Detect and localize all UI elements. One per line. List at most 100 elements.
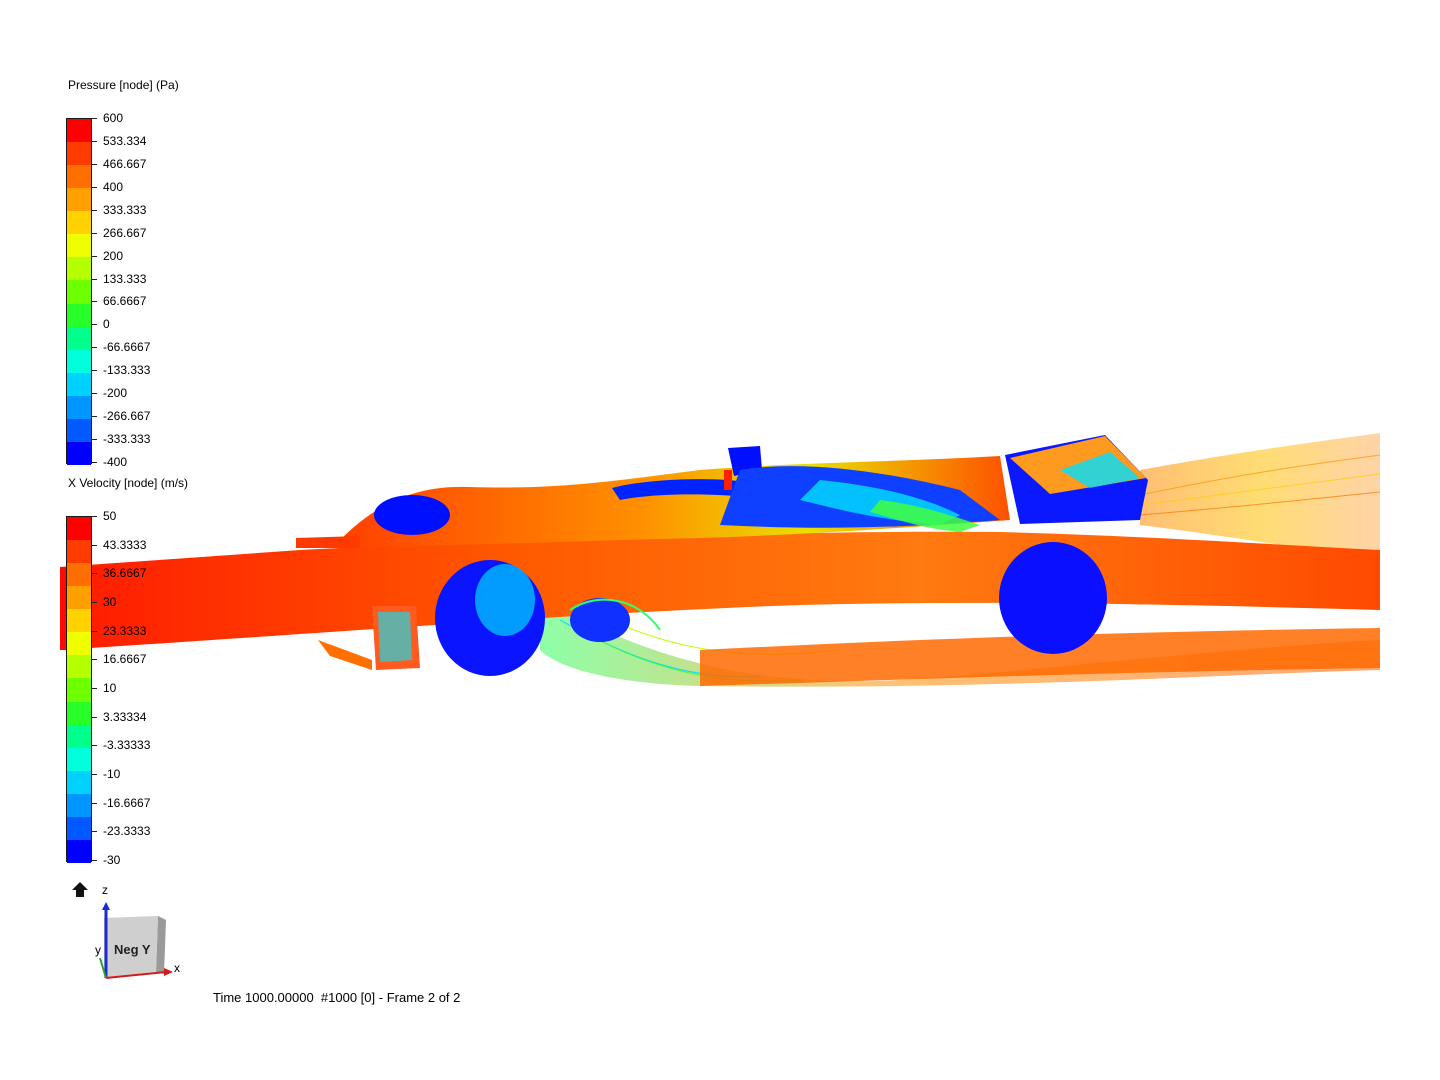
color-bar-cell [67, 747, 91, 772]
color-bar-cell [67, 770, 91, 795]
color-bar-cell [67, 303, 91, 328]
color-bar-cell [67, 188, 91, 212]
tick-label: -400 [103, 455, 128, 469]
tick-mark [91, 630, 97, 632]
tick-label: 533.334 [103, 133, 147, 148]
color-bar-cell [67, 563, 91, 587]
tick-mark [91, 370, 97, 372]
color-bar-cell [67, 586, 91, 610]
tick-label: -30 [103, 853, 121, 867]
tick-label: 66.6667 [103, 294, 147, 309]
tick-label: 30 [103, 595, 117, 609]
tick-label: -23.3333 [103, 824, 151, 839]
rear-wheel [999, 542, 1107, 654]
tick-mark [91, 301, 97, 303]
orientation-widget[interactable]: z Neg Y y x [66, 878, 196, 988]
view-cube-label: Neg Y [114, 942, 151, 957]
tick-mark [91, 118, 97, 119]
tick-label: 266.667 [103, 225, 147, 240]
tick-mark [91, 462, 97, 463]
tick-label: -133.333 [103, 363, 151, 378]
color-bar-cell [67, 701, 91, 726]
tick-mark [91, 232, 97, 234]
tick-mark [91, 544, 97, 546]
tick-label: 23.3333 [103, 623, 147, 638]
tick-mark [91, 774, 97, 775]
tick-label: 3.33334 [103, 709, 147, 724]
home-icon[interactable] [72, 882, 88, 897]
tick-mark [91, 393, 97, 395]
color-bar-cell [67, 372, 91, 397]
tick-mark [91, 140, 97, 142]
tick-mark [91, 745, 97, 747]
tick-mark [91, 209, 97, 211]
view-cube[interactable]: Neg Y [104, 916, 166, 978]
tick-mark [91, 186, 97, 188]
pressure-color-bar [66, 118, 92, 466]
color-bar-cell [67, 395, 91, 420]
tick-mark [91, 831, 97, 833]
color-bar-cell [67, 517, 91, 541]
color-bar-cell [67, 793, 91, 818]
tick-label: -16.6667 [103, 795, 151, 810]
tick-mark [91, 602, 97, 603]
tick-label: 16.6667 [103, 652, 147, 667]
tick-label: 50 [103, 509, 117, 523]
tick-mark [91, 163, 97, 165]
tick-label: -10 [103, 767, 121, 781]
color-bar-cell [67, 724, 91, 749]
tick-label: 200 [103, 248, 124, 263]
tick-label: 10 [103, 681, 117, 695]
tick-mark [91, 802, 97, 804]
tick-label: -333.333 [103, 432, 151, 447]
color-bar-cell [67, 441, 91, 466]
tick-mark [91, 416, 97, 418]
color-bar-cell [67, 632, 91, 656]
color-bar-cell [67, 119, 91, 143]
tick-mark [91, 255, 97, 257]
x-velocity-color-bar [66, 516, 92, 864]
tick-mark [91, 439, 97, 441]
tick-label: 36.6667 [103, 566, 147, 581]
tick-label: 600 [103, 111, 124, 125]
tick-label: -200 [103, 386, 128, 401]
color-bar-cell [67, 816, 91, 841]
front-wheel-far [374, 495, 450, 535]
pressure-legend-title: Pressure [node] (Pa) [68, 78, 179, 92]
color-bar-cell [67, 280, 91, 305]
inlet-plane [60, 567, 70, 650]
tick-label: 43.3333 [103, 537, 147, 552]
tick-label: 466.667 [103, 156, 147, 171]
time-frame-label: Time 1000.00000 #1000 [0] - Frame 2 of 2 [213, 990, 461, 1005]
tick-mark [91, 516, 97, 517]
x-velocity-legend-title: X Velocity [node] (m/s) [68, 476, 189, 490]
color-bar-cell [67, 609, 91, 633]
color-bar-cell [67, 234, 91, 258]
color-bar-cell [67, 257, 91, 281]
tick-mark [91, 659, 97, 661]
tick-label: 400 [103, 179, 124, 194]
tick-label: 133.333 [103, 271, 147, 286]
color-bar-cell [67, 678, 91, 703]
color-bar-cell [67, 655, 91, 679]
color-bar-cell [67, 839, 91, 864]
color-bar-cell [67, 349, 91, 374]
tick-mark [91, 347, 97, 349]
color-bar-cell [67, 326, 91, 351]
color-bar-cell [67, 540, 91, 564]
tick-label: 0 [103, 317, 110, 332]
axis-y-label: y [95, 943, 101, 957]
color-bar-cell [67, 165, 91, 189]
tick-label: 333.333 [103, 202, 147, 217]
color-bar-cell [67, 418, 91, 443]
color-bar-cell [67, 211, 91, 235]
tick-mark [91, 688, 97, 689]
tick-mark [91, 278, 97, 280]
tick-mark [91, 573, 97, 575]
axis-z-label: z [102, 883, 108, 897]
tick-label: -66.6667 [103, 340, 151, 355]
color-bar-cell [67, 142, 91, 166]
axis-x-label: x [174, 961, 180, 975]
tick-label: -266.667 [103, 409, 151, 424]
